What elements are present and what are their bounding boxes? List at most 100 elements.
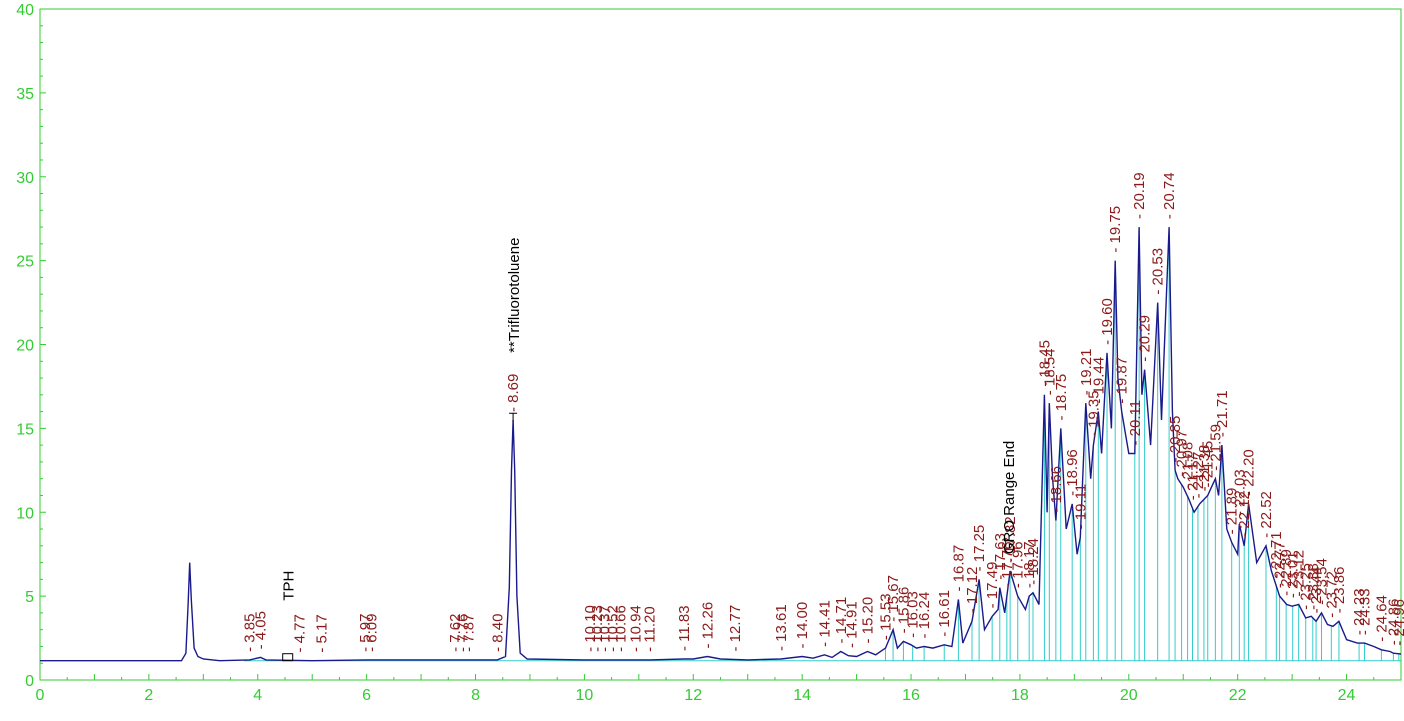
peak-label: - 19.21 bbox=[1078, 349, 1095, 396]
peak-label: - 11.20 bbox=[642, 606, 659, 652]
peak-label: - 22.77 bbox=[1272, 541, 1289, 588]
peak-label: - 22.71 bbox=[1268, 531, 1285, 578]
peak-label: - 7.76 bbox=[454, 614, 471, 652]
peak-label: - 17.12 bbox=[964, 567, 981, 614]
peak-label: - 20.53 bbox=[1150, 248, 1167, 295]
peak-label: - 10.66 bbox=[612, 605, 629, 652]
peak-label: - 19.35 bbox=[1085, 390, 1102, 437]
peak-label: - 23.44 bbox=[1308, 567, 1325, 614]
peak-label: - 21.27 bbox=[1190, 452, 1207, 499]
compound-label: GRO Range End bbox=[1001, 441, 1018, 554]
peak-label: - 17.82 bbox=[1002, 516, 1019, 563]
peak-label: - 22.20 bbox=[1241, 449, 1258, 496]
peak-label: - 8.69 bbox=[505, 374, 522, 412]
peak-label: - 21.89 bbox=[1224, 488, 1241, 535]
peak-label: - 23.12 bbox=[1291, 550, 1308, 597]
peak-label: - 16.24 bbox=[916, 592, 933, 639]
y-tick-label: 30 bbox=[16, 170, 34, 187]
peak-labels: - 3.85- 4.05 - 4.77- 5.17 - 5.97- 6.09 - 7.… bbox=[242, 172, 1404, 652]
peak-label: - 10.10 bbox=[582, 605, 599, 652]
peak-label: - 11.83 bbox=[676, 605, 693, 651]
x-tick-label: 0 bbox=[36, 687, 45, 704]
compound-label: TPH bbox=[281, 571, 298, 601]
peak-marker bbox=[509, 412, 518, 422]
peak-label: - 10.23 bbox=[589, 605, 606, 652]
peak-label: - 21.45 bbox=[1200, 441, 1217, 488]
compound-annotations: TPH **Trifluorotoluene GRO Range End bbox=[281, 238, 1018, 662]
x-tick-label: 10 bbox=[576, 687, 594, 704]
peak-label: - 22.12 bbox=[1236, 491, 1253, 538]
peak-label: - 18.54 bbox=[1041, 348, 1058, 395]
peak-label: - 17.25 bbox=[971, 525, 988, 572]
axes bbox=[39, 8, 1402, 681]
y-tick-label: 10 bbox=[16, 505, 34, 522]
peak-label: - 18.96 bbox=[1064, 449, 1081, 496]
peak-label: - 18.17 bbox=[1021, 541, 1038, 588]
peak-label: - 4.77 bbox=[292, 614, 309, 652]
peak-label: - 23.01 bbox=[1285, 551, 1302, 598]
peak-label: - 24.33 bbox=[1356, 588, 1373, 635]
y-tick-label: 0 bbox=[25, 673, 34, 690]
peak-label: - 24.96 bbox=[1391, 599, 1404, 646]
peak-label: - 14.41 bbox=[817, 600, 834, 647]
x-tick-label: 24 bbox=[1338, 687, 1356, 704]
peak-label: - 21.17 bbox=[1185, 454, 1202, 501]
peak-label: - 14.00 bbox=[794, 602, 811, 649]
peak-label: - 20.85 bbox=[1167, 416, 1184, 463]
peak-label: - 21.38 bbox=[1196, 445, 1213, 492]
peak-label: - 20.29 bbox=[1137, 315, 1154, 362]
peak-label: - 19.60 bbox=[1099, 298, 1116, 345]
peak-label: - 23.54 bbox=[1314, 558, 1331, 605]
peak-label: - 24.23 bbox=[1351, 588, 1368, 635]
peak-label: - 19.75 bbox=[1107, 206, 1124, 253]
peak-label: - 18.75 bbox=[1053, 374, 1070, 421]
compound-label: **Trifluorotoluene bbox=[506, 238, 523, 353]
peak-label: - 22.52 bbox=[1258, 491, 1275, 538]
peak-label: - 5.17 bbox=[313, 614, 330, 652]
peak-label: - 18.45 bbox=[1036, 340, 1053, 387]
x-tick-label: 18 bbox=[1011, 687, 1029, 704]
x-tick-label: 4 bbox=[253, 687, 262, 704]
peak-label: - 20.74 bbox=[1161, 172, 1178, 219]
x-tick-label: 2 bbox=[144, 687, 153, 704]
y-tick-label: 15 bbox=[16, 421, 34, 438]
y-tick-label: 40 bbox=[16, 2, 34, 19]
x-tick-label: 22 bbox=[1229, 687, 1247, 704]
peak-label: - 7.62 bbox=[447, 614, 464, 652]
peak-label: - 24.64 bbox=[1373, 595, 1390, 642]
peak-label: - 18.66 bbox=[1048, 466, 1065, 513]
peak-label: - 6.09 bbox=[363, 614, 380, 652]
peak-label: - 23.38 bbox=[1305, 563, 1322, 610]
x-tick-label: 8 bbox=[471, 687, 480, 704]
x-tick-label: 20 bbox=[1120, 687, 1138, 704]
peak-label: - 21.59 bbox=[1207, 424, 1224, 471]
peak-label: - 16.03 bbox=[905, 591, 922, 638]
y-tick-label: 25 bbox=[16, 254, 34, 271]
peak-label: - 23.72 bbox=[1323, 571, 1340, 618]
y-tick-label: 5 bbox=[25, 589, 34, 606]
x-tick-label: 6 bbox=[362, 687, 371, 704]
peak-label: - 10.52 bbox=[605, 605, 622, 652]
peak-label: - 17.63 bbox=[992, 533, 1009, 580]
peak-label: - 22.89 bbox=[1278, 549, 1295, 596]
x-tick-label: 12 bbox=[684, 687, 702, 704]
peak-label: - 17.76 bbox=[999, 541, 1016, 588]
peak-label: - 13.61 bbox=[773, 604, 790, 651]
peak-label: - 21.71 bbox=[1214, 390, 1231, 437]
peak-label: - 7.87 bbox=[460, 613, 477, 651]
y-tick-label: 20 bbox=[16, 338, 34, 355]
peak-label: - 14.91 bbox=[844, 601, 861, 648]
peak-label: - 15.20 bbox=[859, 597, 876, 644]
peak-label: - 23.86 bbox=[1331, 567, 1348, 614]
peak-label: - 5.97 bbox=[357, 614, 374, 652]
peak-label: - 12.77 bbox=[727, 605, 744, 652]
x-axis: 0 2 4 6 8 10 12 14 16 18 20 22 24 bbox=[36, 674, 1402, 704]
y-axis: 0 5 10 15 20 25 30 35 40 bbox=[16, 2, 46, 690]
peak-label: - 15.67 bbox=[885, 575, 902, 622]
plot-frame bbox=[39, 8, 1402, 681]
peak-label: - 20.11 bbox=[1127, 400, 1144, 446]
integration-fill bbox=[244, 227, 1401, 662]
peak-label: - 15.53 bbox=[878, 593, 895, 640]
tph-marker bbox=[282, 653, 294, 662]
